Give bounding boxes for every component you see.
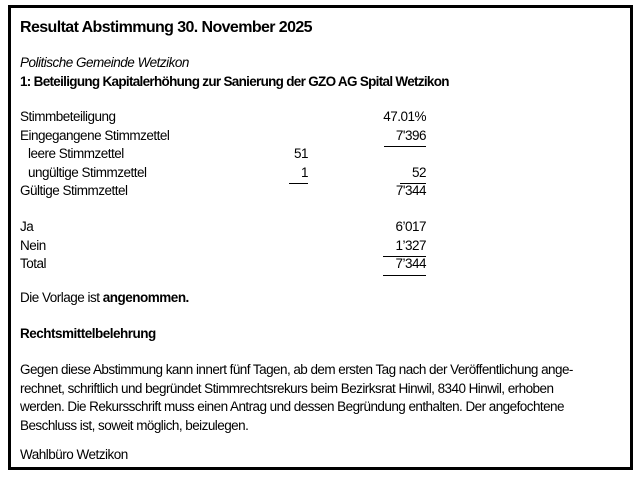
result-row-yes: Ja 6’017 bbox=[20, 218, 622, 237]
spacer bbox=[20, 344, 622, 362]
decision-line: Die Vorlage ist angenommen. bbox=[20, 289, 622, 308]
row-label: Gültige Stimmzettel bbox=[20, 183, 128, 198]
decision-verdict: angenommen. bbox=[102, 290, 190, 305]
value-col2: 1’327 bbox=[383, 237, 426, 257]
stats-row-invalid: ungültige Stimmzettel 1 52 bbox=[20, 164, 622, 184]
stats-row-empty: leere Stimmzettel 51 bbox=[20, 145, 622, 164]
appeal-heading: Rechtsmittelbelehrung bbox=[20, 326, 156, 341]
spacer bbox=[20, 308, 622, 326]
page-title: Resultat Abstimmung 30. November 2025 bbox=[20, 19, 313, 36]
row-label: leere Stimmzettel bbox=[28, 146, 124, 161]
value-col2: 7’344 bbox=[383, 255, 426, 276]
subject-line: 1: Beteiligung Kapitalerhöhung zur Sanie… bbox=[20, 73, 450, 89]
value-col2: 7'396 bbox=[383, 127, 427, 147]
appeal-paragraph: Gegen diese Abstimmung kann innert fünf … bbox=[20, 361, 622, 435]
result-row-total: Total 7’344 bbox=[20, 255, 622, 276]
spacer bbox=[20, 274, 622, 290]
appeal-paragraph-line: Beschluss ist, soweit möglich, beizulege… bbox=[20, 417, 249, 433]
stats-row-received: Eingegangene Stimmzettel 7'396 bbox=[20, 127, 622, 147]
signature-line: Wahlbüro Wetzikon bbox=[20, 447, 128, 462]
stats-row-valid: Gültige Stimmzettel 7'344 bbox=[20, 182, 622, 201]
result-document: Resultat Abstimmung 30. November 2025 Po… bbox=[8, 5, 633, 470]
spacer bbox=[20, 91, 622, 108]
vote-results-table: Ja 6’017 Nein 1’327 Total 7’344 bbox=[20, 218, 622, 276]
value-col2: 7'344 bbox=[395, 183, 427, 198]
spacer bbox=[20, 38, 622, 54]
row-label: Ja bbox=[20, 219, 34, 234]
stats-row-turnout: Stimmbeteiligung 47.01% bbox=[20, 108, 622, 127]
row-label: ungültige Stimmzettel bbox=[28, 164, 147, 180]
spacer bbox=[20, 201, 622, 219]
row-label: Stimmbeteiligung bbox=[20, 109, 116, 124]
appeal-paragraph-line: werden. Die Rekursschrift muss einen Ant… bbox=[20, 399, 565, 414]
value-col1: 51 bbox=[293, 146, 309, 161]
value-col2: 52 bbox=[399, 164, 427, 184]
row-label: Eingegangene Stimmzettel bbox=[20, 127, 170, 143]
row-label: Total bbox=[20, 256, 47, 271]
ballot-stats-table: Stimmbeteiligung 47.01% Eingegangene Sti… bbox=[20, 108, 622, 201]
row-label: Nein bbox=[20, 237, 46, 253]
appeal-paragraph-line: rechnet, schriftlich und begründet Stimm… bbox=[20, 380, 554, 396]
appeal-paragraph-line: Gegen diese Abstimmung kann innert fünf … bbox=[20, 362, 573, 377]
decision-prefix: Die Vorlage ist bbox=[20, 290, 103, 305]
value-col2: 47.01% bbox=[383, 109, 426, 124]
value-col2: 6’017 bbox=[395, 219, 426, 234]
value-col1: 1 bbox=[288, 164, 309, 184]
result-row-no: Nein 1’327 bbox=[20, 237, 622, 257]
spacer bbox=[20, 435, 622, 446]
municipality-line: Politische Gemeinde Wetzikon bbox=[20, 55, 189, 70]
